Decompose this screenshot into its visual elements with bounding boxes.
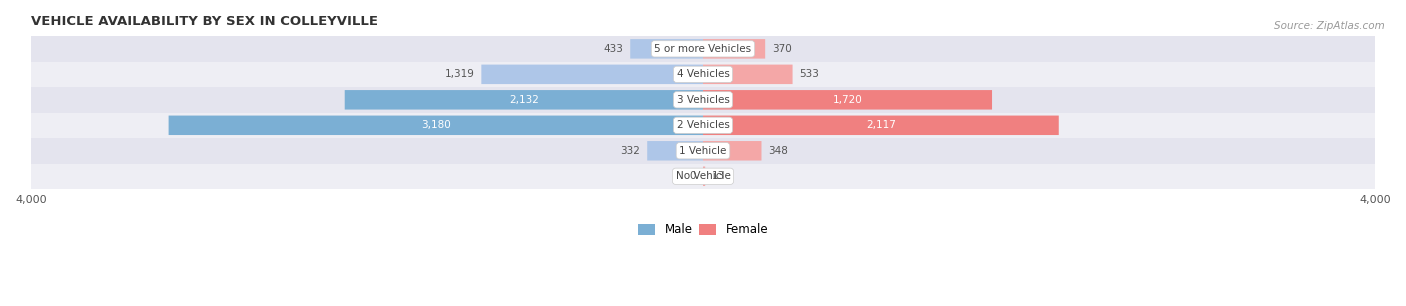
- Text: VEHICLE AVAILABILITY BY SEX IN COLLEYVILLE: VEHICLE AVAILABILITY BY SEX IN COLLEYVIL…: [31, 15, 378, 28]
- Text: 1,720: 1,720: [832, 95, 862, 105]
- Bar: [31, 87, 1375, 113]
- FancyBboxPatch shape: [703, 65, 793, 84]
- Text: 3 Vehicles: 3 Vehicles: [676, 95, 730, 105]
- Text: 370: 370: [772, 44, 792, 54]
- FancyBboxPatch shape: [647, 141, 703, 161]
- Text: 0: 0: [690, 171, 696, 181]
- Text: 2 Vehicles: 2 Vehicles: [676, 120, 730, 130]
- FancyBboxPatch shape: [703, 39, 765, 58]
- Text: 533: 533: [799, 69, 820, 79]
- Text: 2,117: 2,117: [866, 120, 896, 130]
- Text: 3,180: 3,180: [420, 120, 451, 130]
- Text: 5 or more Vehicles: 5 or more Vehicles: [654, 44, 752, 54]
- FancyBboxPatch shape: [344, 90, 703, 110]
- FancyBboxPatch shape: [169, 116, 703, 135]
- Text: 2,132: 2,132: [509, 95, 538, 105]
- FancyBboxPatch shape: [703, 90, 993, 110]
- Text: Source: ZipAtlas.com: Source: ZipAtlas.com: [1274, 21, 1385, 32]
- Text: 13: 13: [711, 171, 725, 181]
- Text: 1 Vehicle: 1 Vehicle: [679, 146, 727, 156]
- FancyBboxPatch shape: [703, 141, 762, 161]
- Bar: [31, 36, 1375, 62]
- Bar: [31, 163, 1375, 189]
- Text: 4 Vehicles: 4 Vehicles: [676, 69, 730, 79]
- Text: 1,319: 1,319: [444, 69, 475, 79]
- Text: 332: 332: [620, 146, 641, 156]
- FancyBboxPatch shape: [481, 65, 703, 84]
- Text: 433: 433: [603, 44, 623, 54]
- FancyBboxPatch shape: [703, 116, 1059, 135]
- Text: No Vehicle: No Vehicle: [675, 171, 731, 181]
- FancyBboxPatch shape: [703, 166, 706, 186]
- Legend: Male, Female: Male, Female: [633, 219, 773, 241]
- Bar: [31, 113, 1375, 138]
- FancyBboxPatch shape: [630, 39, 703, 58]
- Bar: [31, 62, 1375, 87]
- Bar: [31, 138, 1375, 163]
- Text: 348: 348: [768, 146, 789, 156]
